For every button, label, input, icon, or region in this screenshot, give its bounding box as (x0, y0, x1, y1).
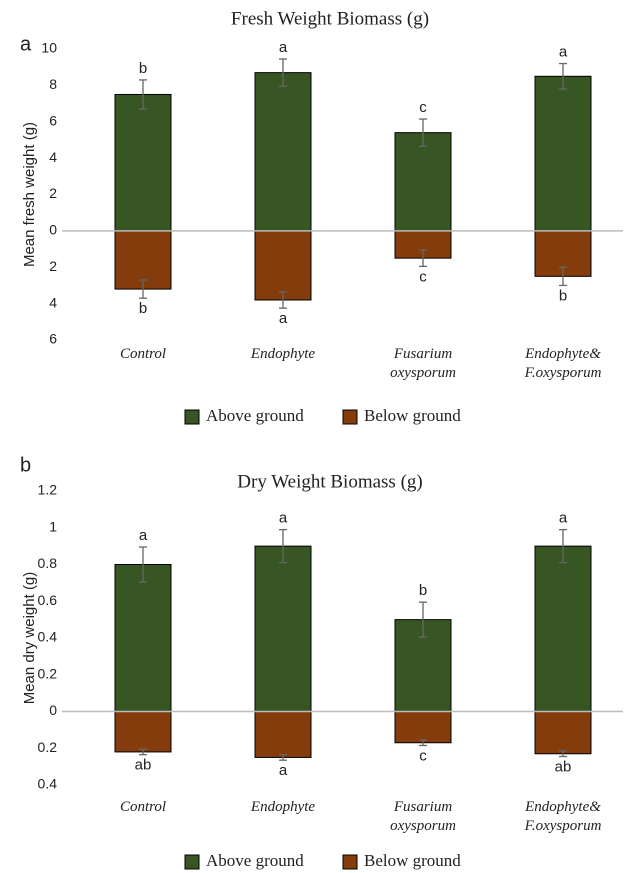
x-tick-label: Endophyte& F.oxysporum (524, 346, 602, 381)
error-bar (139, 748, 147, 756)
legend-label: Above ground (206, 851, 304, 870)
y-tick-label: 0 (49, 702, 57, 718)
error-bar (419, 249, 427, 267)
bar (254, 545, 312, 712)
significance-letter: a (279, 762, 288, 779)
legend-swatch (184, 409, 200, 425)
error-bar (279, 528, 287, 564)
y-tick-label: 0 (49, 222, 57, 238)
bar (394, 132, 452, 232)
significance-letter: c (419, 268, 427, 285)
significance-letter: ab (555, 758, 572, 775)
y-tick-label: 4 (49, 294, 57, 310)
significance-letter: a (279, 510, 288, 527)
panel-label: a (20, 33, 32, 55)
x-tick-label: Endophyte (250, 799, 316, 815)
error-bar (279, 754, 287, 761)
error-bar (559, 266, 567, 287)
error-bar (559, 750, 567, 758)
y-tick-label: 0.4 (38, 629, 58, 645)
y-tick-label: 1 (49, 518, 57, 534)
significance-letter: b (419, 582, 427, 599)
panel-label: b (20, 454, 31, 476)
y-tick-label: 6 (49, 331, 57, 347)
x-tick-label: Control (119, 799, 167, 815)
y-axis-label: Mean dry weight (g) (21, 572, 38, 705)
significance-letter: ab (135, 757, 152, 774)
error-bar (419, 118, 427, 147)
y-tick-label: 4 (49, 149, 57, 165)
y-tick-label: 2 (49, 258, 57, 274)
x-tick-label: Endophyte& F.oxysporum (524, 799, 602, 834)
error-bar (559, 528, 567, 564)
error-bar (279, 291, 287, 309)
legend-swatch (342, 409, 358, 425)
error-bar (279, 58, 287, 87)
significance-letter: a (559, 44, 568, 61)
error-bar (559, 62, 567, 90)
error-bar (139, 546, 147, 583)
significance-letter: b (139, 300, 147, 317)
significance-letter: c (419, 99, 427, 116)
bar (534, 545, 592, 712)
y-tick-label: 0.4 (38, 776, 58, 792)
bar (254, 230, 312, 301)
significance-letter: c (419, 747, 427, 764)
y-tick-label: 10 (41, 40, 57, 56)
bar (534, 711, 592, 755)
y-tick-label: 0.2 (38, 665, 58, 681)
error-bar (139, 79, 147, 110)
significance-letter: b (559, 287, 567, 304)
legend-label: Below ground (364, 851, 461, 870)
error-bar (419, 601, 427, 638)
y-tick-label: 1.2 (38, 482, 58, 498)
legend-swatch (184, 854, 200, 870)
y-tick-label: 8 (49, 76, 57, 92)
bar (114, 564, 172, 712)
bar (394, 711, 452, 744)
significance-letter: a (139, 527, 148, 544)
error-bar (139, 279, 147, 299)
legend-swatch (342, 854, 358, 870)
y-tick-label: 2 (49, 185, 57, 201)
error-bar (419, 739, 427, 747)
legend-label: Below ground (364, 406, 461, 425)
bar (114, 93, 172, 232)
x-tick-label: Endophyte (250, 346, 316, 362)
chart-title: Dry Weight Biomass (g) (237, 471, 422, 492)
significance-letter: a (279, 310, 288, 327)
y-tick-label: 0.2 (38, 739, 58, 755)
bar (534, 75, 592, 232)
y-tick-label: 0.8 (38, 555, 58, 571)
x-tick-label: Fusarium oxysporum (390, 799, 456, 834)
bar (114, 711, 172, 753)
significance-letter: b (139, 60, 147, 77)
y-axis-label: Mean fresh weight (g) (21, 122, 38, 267)
y-tick-label: 0.6 (38, 592, 58, 608)
legend-label: Above ground (206, 406, 304, 425)
significance-letter: a (559, 510, 568, 527)
x-tick-label: Fusarium oxysporum (390, 346, 456, 381)
x-tick-label: Control (119, 346, 167, 362)
bar (254, 711, 312, 758)
bar (254, 72, 312, 232)
y-tick-label: 6 (49, 112, 57, 128)
chart-title: Fresh Weight Biomass (g) (231, 8, 429, 29)
significance-letter: a (279, 39, 288, 56)
